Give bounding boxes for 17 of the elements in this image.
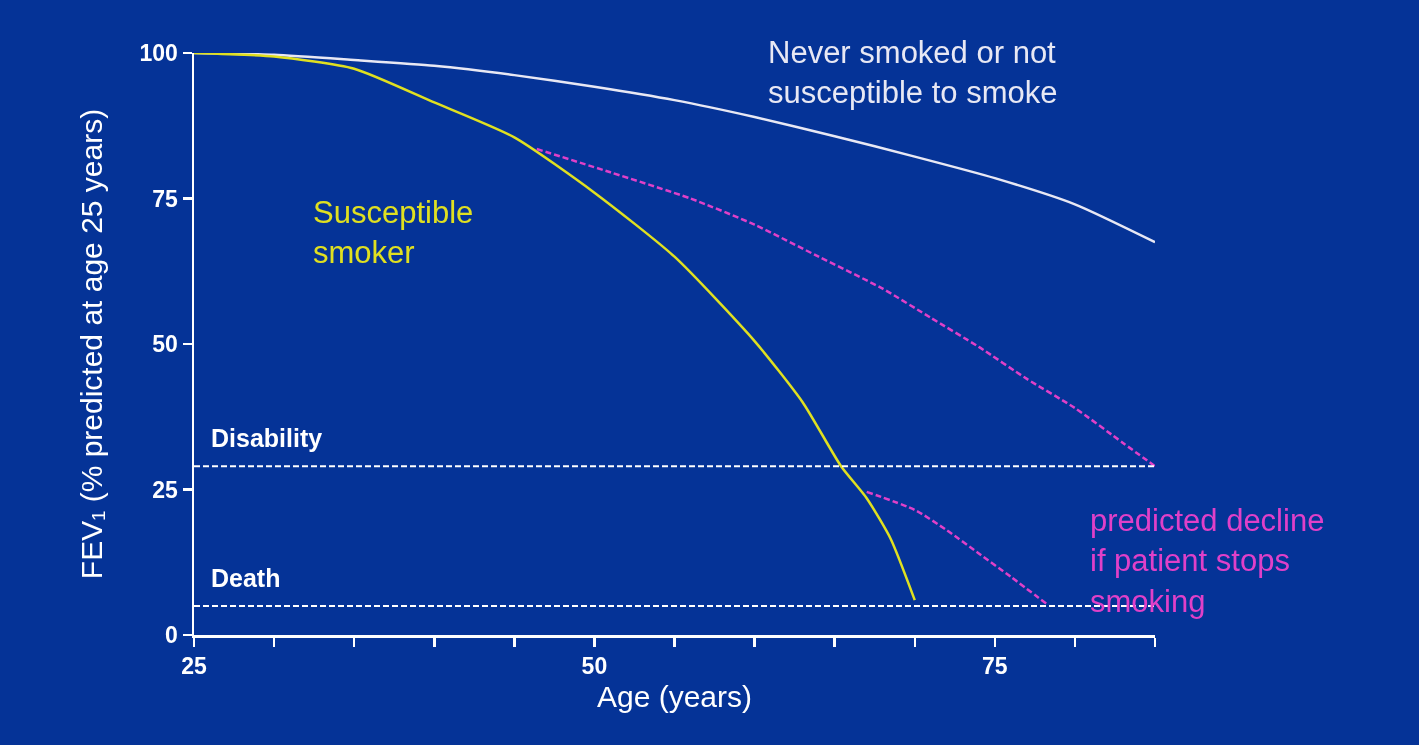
ref-line-label: Disability: [211, 424, 323, 452]
y-tick-label: 75: [152, 185, 179, 212]
x-tick-label: 50: [581, 653, 608, 680]
y-tick-label: 25: [152, 476, 179, 503]
ref-line-label: Death: [211, 564, 281, 592]
y-axis-title: FEV₁ (% predicted at age 25 years): [75, 108, 109, 580]
y-tick-label: 0: [165, 622, 178, 649]
series-label: Never smoked or not susceptible to smoke: [768, 35, 1058, 111]
x-axis-title: Age (years): [596, 679, 753, 713]
text: Susceptible smoker: [313, 195, 474, 271]
x-tick-label: 25: [181, 653, 207, 680]
x-tick-label: 75: [982, 653, 1008, 680]
line-series: [535, 147, 1155, 468]
y-tick-label: 100: [139, 40, 178, 67]
text: predicted decline if patient stops smoking: [1090, 503, 1325, 619]
y-tick-label: 50: [152, 331, 178, 358]
line-series: [865, 490, 1049, 606]
